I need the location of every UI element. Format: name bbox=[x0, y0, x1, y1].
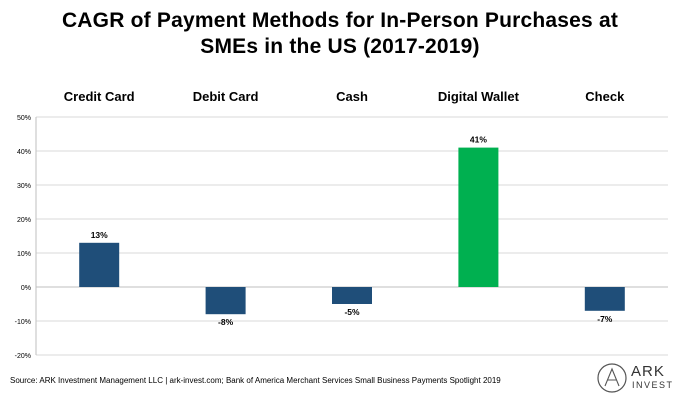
source-footnote: Source: ARK Investment Management LLC | … bbox=[10, 376, 501, 385]
chart-title-line-1: CAGR of Payment Methods for In-Person Pu… bbox=[61, 9, 619, 32]
y-tick-label: -10% bbox=[15, 319, 31, 326]
category-label: Digital Wallet bbox=[438, 89, 520, 104]
y-tick-label: 40% bbox=[17, 149, 31, 156]
bar bbox=[79, 242, 120, 287]
chart-title: CAGR of Payment Methods for In-Person Pu… bbox=[0, 8, 680, 60]
data-label: -7% bbox=[597, 314, 613, 324]
y-tick-label: -20% bbox=[15, 353, 31, 360]
bar bbox=[332, 287, 372, 304]
category-label: Credit Card bbox=[64, 89, 135, 104]
category-label: Check bbox=[585, 89, 625, 104]
chart-title-line-2: SMEs in the US (2017-2019) bbox=[200, 35, 480, 58]
y-tick-label: 0% bbox=[21, 285, 31, 292]
logo-wordmark: ARK bbox=[631, 363, 665, 380]
ark-logo-icon bbox=[597, 363, 627, 393]
data-label: -5% bbox=[344, 307, 360, 317]
bar bbox=[458, 147, 499, 287]
bar bbox=[584, 287, 625, 311]
bar-chart: -20% -10% 0% 10% 20% 30% 40% 50% Credit Card 13% D… bbox=[15, 89, 668, 360]
y-tick-label: 30% bbox=[17, 183, 31, 190]
bar bbox=[205, 287, 246, 315]
y-tick-label: 20% bbox=[17, 217, 31, 224]
y-tick-label: 50% bbox=[17, 115, 31, 122]
data-label: 41% bbox=[470, 135, 487, 145]
data-label: -8% bbox=[218, 317, 234, 327]
category-label: Debit Card bbox=[193, 89, 259, 104]
chart-area: -20% -10% 0% 10% 20% 30% 40% 50% Credit Card 13% D… bbox=[0, 80, 680, 370]
data-label: 13% bbox=[91, 230, 108, 240]
logo-subtext: INVEST bbox=[632, 380, 674, 390]
y-tick-label: 10% bbox=[17, 251, 31, 258]
category-label: Cash bbox=[336, 89, 368, 104]
ark-invest-logo: ARK INVEST bbox=[596, 362, 676, 396]
